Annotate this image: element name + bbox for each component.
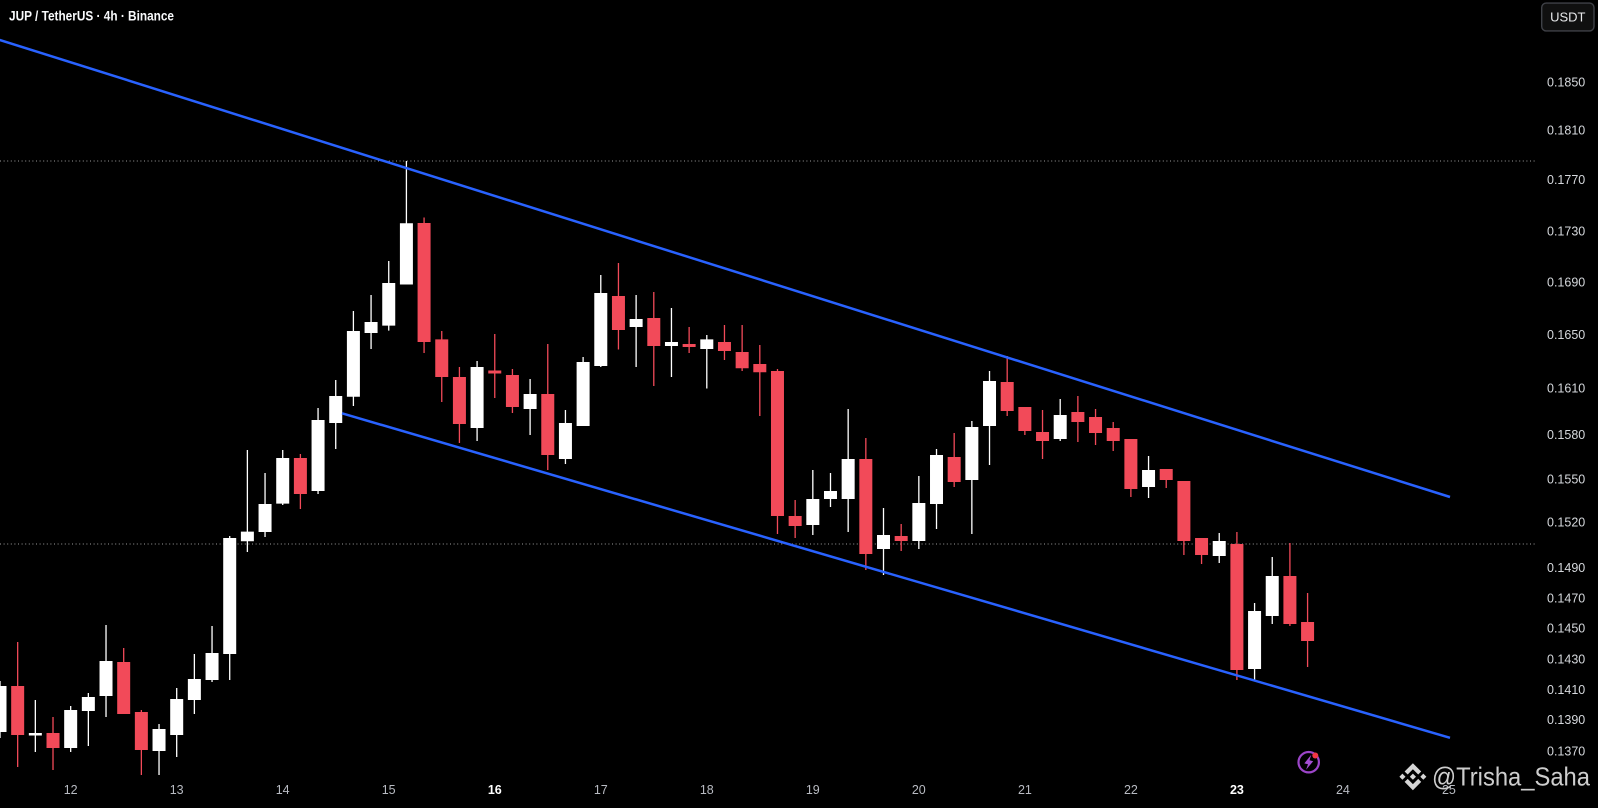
svg-text:15: 15 [382,783,396,797]
svg-text:21: 21 [1018,783,1032,797]
svg-text:16: 16 [488,783,502,797]
svg-text:0.1490: 0.1490 [1547,561,1585,575]
svg-text:0.1470: 0.1470 [1547,591,1585,605]
svg-text:24: 24 [1336,783,1350,797]
svg-text:0.1650: 0.1650 [1547,328,1585,342]
svg-text:0.1730: 0.1730 [1547,225,1585,239]
svg-text:25: 25 [1442,783,1456,797]
svg-text:0.1850: 0.1850 [1547,75,1585,89]
svg-text:0.1610: 0.1610 [1547,381,1585,395]
svg-text:22: 22 [1124,783,1138,797]
svg-text:17: 17 [594,783,608,797]
svg-text:0.1580: 0.1580 [1547,428,1585,442]
svg-text:0.1370: 0.1370 [1547,745,1585,759]
svg-text:JUP / TetherUS · 4h · Binance: JUP / TetherUS · 4h · Binance [9,9,174,24]
svg-text:14: 14 [276,783,290,797]
svg-text:12: 12 [64,783,78,797]
svg-text:USDT: USDT [1550,10,1585,25]
svg-text:20: 20 [912,783,926,797]
svg-text:0.1770: 0.1770 [1547,173,1585,187]
svg-text:0.1810: 0.1810 [1547,123,1585,137]
svg-text:0.1410: 0.1410 [1547,683,1585,697]
svg-text:19: 19 [806,783,820,797]
svg-text:0.1430: 0.1430 [1547,652,1585,666]
svg-text:13: 13 [170,783,184,797]
svg-text:18: 18 [700,783,714,797]
svg-text:0.1390: 0.1390 [1547,713,1585,727]
svg-text:0.1450: 0.1450 [1547,622,1585,636]
svg-text:0.1690: 0.1690 [1547,276,1585,290]
svg-text:0.1520: 0.1520 [1547,515,1585,529]
svg-text:0.1550: 0.1550 [1547,473,1585,487]
svg-text:23: 23 [1230,783,1244,797]
svg-text:@Trisha_Saha: @Trisha_Saha [1432,762,1590,792]
